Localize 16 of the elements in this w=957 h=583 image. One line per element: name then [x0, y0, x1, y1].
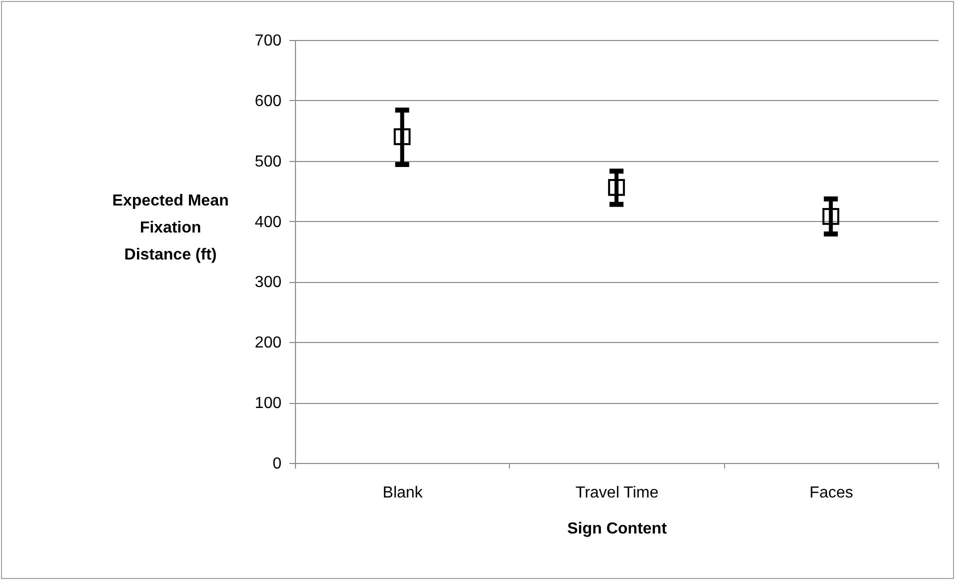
x-axis-title: Sign Content: [567, 520, 668, 538]
y-tick-label: 300: [254, 274, 282, 292]
y-tick-label: 700: [254, 32, 282, 50]
point: [822, 208, 840, 225]
y-tick-label: 600: [254, 92, 282, 110]
x-tick-label: Travel Time: [576, 484, 659, 502]
y-axis-title: Expected Mean Fixation Distance (ft): [112, 192, 229, 264]
y-tick-label: 200: [254, 334, 282, 352]
y-tick-label: 0: [272, 456, 282, 472]
point: [394, 128, 411, 146]
y-tick-label: 500: [254, 153, 282, 170]
x-tick-label: Blank: [382, 484, 424, 502]
point: [608, 179, 625, 196]
y-tick-label: 100: [254, 395, 282, 412]
y-tick-label: 400: [254, 214, 282, 231]
x-tick-label: Faces: [810, 484, 854, 502]
